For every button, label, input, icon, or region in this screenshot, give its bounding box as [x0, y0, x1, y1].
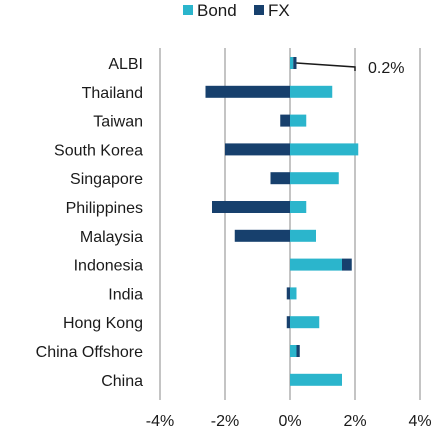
bar-bond-south-korea: [290, 143, 359, 156]
bar-bond-philippines: [290, 201, 307, 213]
bar-bond-albi: [290, 57, 294, 69]
category-label-china-offshore: China Offshore: [36, 344, 143, 361]
category-label-albi: ALBI: [108, 56, 143, 73]
bar-bond-malaysia: [290, 229, 316, 242]
x-tick-label-4: 4%: [408, 413, 431, 430]
bar-fx-singapore: [270, 172, 290, 185]
bar-bond-china: [290, 373, 342, 386]
bars: [205, 57, 359, 386]
category-label-malaysia: Malaysia: [80, 229, 143, 246]
category-label-thailand: Thailand: [82, 85, 143, 102]
category-labels: ALBI Thailand Taiwan South Korea Singapore Ph…: [36, 56, 143, 390]
bar-fx-malaysia: [234, 229, 290, 242]
bar-bond-indonesia: [290, 258, 342, 271]
annotation-label: 0.2%: [368, 60, 404, 77]
bar-fx-taiwan: [280, 114, 290, 127]
bar-fx-albi: [293, 57, 297, 69]
category-label-india: India: [108, 286, 143, 303]
grid-lines: [159, 48, 421, 400]
legend-swatch-fx: [254, 5, 264, 15]
legend: Bond FX: [183, 1, 290, 20]
bar-bond-taiwan: [290, 114, 307, 127]
category-label-indonesia: Indonesia: [74, 258, 143, 275]
x-tick-label-4: -4%: [146, 413, 174, 430]
bar-fx-china-offshore: [296, 345, 300, 357]
legend-label-fx: FX: [268, 1, 290, 20]
bar-fx-hong-kong: [286, 316, 290, 329]
x-tick-label-2: -2%: [211, 413, 239, 430]
bar-bond-thailand: [290, 85, 333, 98]
bar-fx-india: [286, 287, 290, 300]
x-axis-tick-labels: -4% -2% 0% 2% 4%: [146, 413, 432, 430]
category-label-hong-kong: Hong Kong: [63, 315, 143, 332]
bar-fx-south-korea: [225, 143, 290, 156]
annotation-leader-line: [296, 62, 356, 71]
bar-bond-singapore: [290, 172, 339, 185]
bar-fx-indonesia: [342, 258, 352, 271]
bar-bond-india: [290, 287, 297, 300]
category-label-singapore: Singapore: [70, 171, 143, 188]
annotations: 0.2%: [296, 60, 404, 77]
category-label-south-korea: South Korea: [54, 142, 143, 159]
bar-bond-hong-kong: [290, 316, 320, 329]
bar-fx-thailand: [205, 85, 290, 98]
legend-label-bond: Bond: [197, 1, 237, 20]
category-label-taiwan: Taiwan: [93, 114, 143, 131]
bar-bond-china-offshore: [290, 345, 297, 357]
category-label-china: China: [101, 373, 143, 390]
x-tick-label-2: 2%: [343, 413, 366, 430]
bar-fx-philippines: [212, 201, 290, 213]
legend-swatch-bond: [183, 5, 193, 15]
x-tick-label-0: 0%: [278, 413, 301, 430]
category-label-philippines: Philippines: [66, 200, 143, 217]
